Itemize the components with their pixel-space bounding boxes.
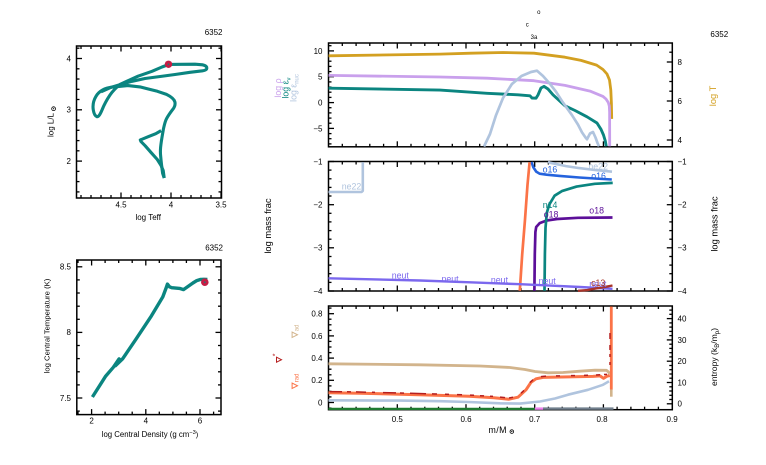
svg-text:2: 2 [89,417,94,426]
svg-text:log T: log T [708,85,718,106]
svg-text:0.9: 0.9 [667,415,679,424]
svg-text:6352: 6352 [205,244,223,253]
svg-text:4: 4 [169,201,174,210]
svg-text:−3: −3 [678,244,688,253]
svg-text:o18: o18 [544,209,559,219]
svg-text:3.5: 3.5 [215,201,227,210]
svg-text:0.5: 0.5 [392,415,404,424]
svg-text:n14: n14 [543,200,558,210]
svg-text:4: 4 [678,136,683,145]
svg-text:c13: c13 [591,278,605,288]
svg-text:10: 10 [678,378,687,387]
svg-text:neut: neut [392,271,410,281]
svg-text:0.6: 0.6 [460,415,472,424]
svg-text:0.7: 0.7 [529,415,541,424]
svg-text:20: 20 [678,357,687,366]
svg-text:o16: o16 [591,171,606,181]
svg-text:neut: neut [539,276,557,286]
svg-text:0: 0 [318,99,323,108]
svg-text:−5: −5 [313,124,323,133]
svg-text:−2: −2 [313,201,323,210]
svg-text:30: 30 [678,336,687,345]
svg-text:neut: neut [491,275,509,285]
svg-text:o16: o16 [543,164,558,174]
svg-text:o18: o18 [589,206,604,216]
svg-text:log L/L: log L/L [47,112,56,137]
svg-text:ne22: ne22 [588,161,608,171]
svg-text:6: 6 [678,97,683,106]
svg-text:ad: ad [295,325,301,332]
svg-text:6352: 6352 [205,28,223,37]
svg-text:4.5: 4.5 [115,201,127,210]
svg-text:log mass frac: log mass frac [263,198,273,254]
svg-text:0: 0 [318,398,323,407]
svg-text:neut: neut [442,274,460,284]
svg-text:40: 40 [678,315,687,324]
svg-text:8: 8 [678,58,683,67]
svg-text:3: 3 [67,106,72,115]
svg-text:2: 2 [67,157,72,166]
svg-text:*: * [273,353,280,356]
svg-text:log Teff: log Teff [135,213,161,222]
svg-text:−4: −4 [678,287,688,296]
svg-text:−1: −1 [678,157,688,166]
svg-text:−4: −4 [313,287,323,296]
svg-text:10: 10 [314,47,323,56]
svg-text:6: 6 [198,417,203,426]
svg-text:0.6: 0.6 [311,332,323,341]
svg-text:log Central Density (g cm−3): log Central Density (g cm−3) [102,430,199,439]
svg-text:3a: 3a [531,35,538,41]
svg-text:8: 8 [67,328,72,337]
svg-text:4: 4 [67,54,72,63]
svg-text:5: 5 [318,73,323,82]
svg-text:0.8: 0.8 [311,310,323,319]
svg-text:ne22: ne22 [342,182,362,192]
svg-text:6352: 6352 [710,30,728,39]
svg-text:c: c [526,22,529,28]
svg-text:0: 0 [678,400,683,409]
svg-text:m/M: m/M [489,425,507,435]
svg-text:7.5: 7.5 [60,394,72,403]
svg-text:−2: −2 [678,201,688,210]
svg-text:log Central Temperature (K): log Central Temperature (K) [43,278,52,373]
svg-text:rad: rad [295,374,301,383]
svg-text:−1: −1 [313,157,323,166]
svg-text:log mass frac: log mass frac [710,196,720,252]
svg-text:0.2: 0.2 [311,376,323,385]
svg-text:0.8: 0.8 [596,415,608,424]
svg-text:4: 4 [144,417,149,426]
svg-text:0.4: 0.4 [311,354,323,363]
svg-text:−3: −3 [313,244,323,253]
svg-text:8.5: 8.5 [60,263,72,272]
